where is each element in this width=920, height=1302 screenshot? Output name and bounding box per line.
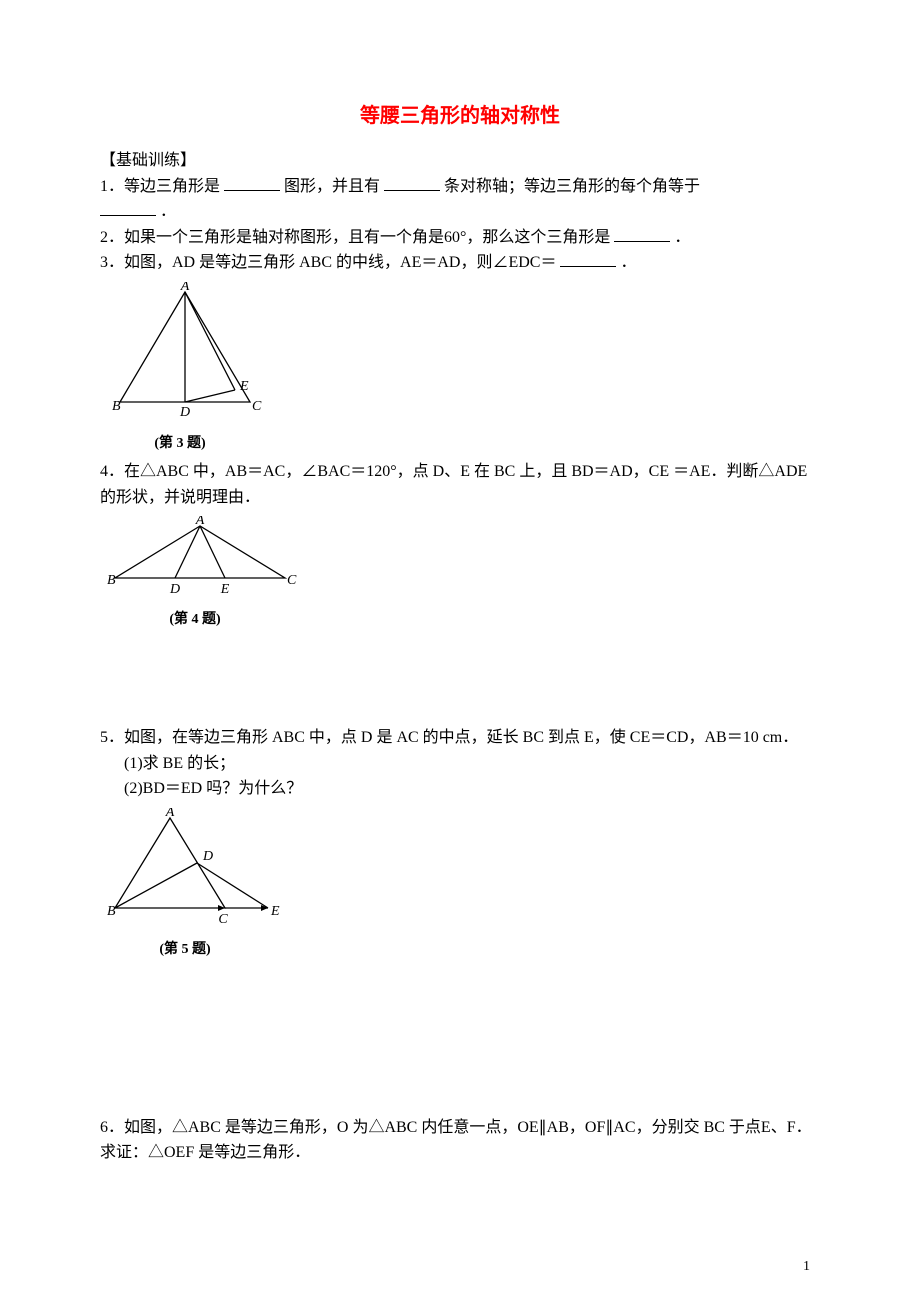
svg-text:B: B [107, 573, 116, 588]
figure-q4-caption: (第 4 题) [100, 609, 290, 631]
question-3: 3．如图，AD 是等边三角形 ABC 的中线，AE＝AD，则∠EDC＝ ． [100, 250, 820, 276]
page-number: 1 [803, 1256, 810, 1278]
q2-pre: 2．如果一个三角形是轴对称图形，且有一个角是60°，那么这个三角形是 [100, 229, 610, 246]
question-4: 4．在△ABC 中，AB＝AC，∠BAC＝120°，点 D、E 在 BC 上，且… [100, 459, 820, 510]
svg-text:D: D [202, 849, 213, 864]
svg-text:E: E [270, 904, 280, 919]
figure-q3: A B C D E [100, 282, 820, 431]
svg-text:C: C [218, 912, 228, 927]
question-1-tail: ． [100, 199, 820, 225]
q1-post: 条对称轴；等边三角形的每个角等于 [444, 178, 700, 195]
svg-text:A: A [165, 808, 175, 820]
svg-text:C: C [287, 573, 297, 588]
q2-blank [614, 226, 670, 242]
figure-q3-caption: (第 3 题) [100, 433, 260, 455]
q3-blank [560, 251, 616, 267]
question-1: 1．等边三角形是 图形，并且有 条对称轴；等边三角形的每个角等于 [100, 174, 820, 200]
svg-text:D: D [179, 405, 190, 420]
svg-text:A: A [180, 282, 190, 294]
svg-text:B: B [112, 399, 121, 414]
question-6-line2: 求证：△OEF 是等边三角形． [100, 1140, 820, 1166]
question-5-sub2: (2)BD＝ED 吗？为什么？ [100, 776, 820, 802]
figure-q5: A B C D E [100, 808, 820, 937]
q3-post: ． [620, 254, 636, 271]
q1-tail: ． [160, 203, 176, 220]
figure-q4: A B C D E [100, 516, 820, 607]
svg-text:E: E [239, 379, 249, 394]
svg-text:B: B [107, 904, 116, 919]
svg-text:E: E [220, 582, 230, 597]
figure-q5-caption: (第 5 题) [100, 939, 270, 961]
question-2: 2．如果一个三角形是轴对称图形，且有一个角是60°，那么这个三角形是 ． [100, 225, 820, 251]
q1-blank-3 [100, 200, 156, 216]
spacer [100, 635, 820, 725]
page-title: 等腰三角形的轴对称性 [100, 100, 820, 132]
svg-text:A: A [195, 516, 205, 528]
question-5-sub1: (1)求 BE 的长； [100, 751, 820, 777]
q1-mid: 图形，并且有 [284, 178, 380, 195]
question-5: 5．如图，在等边三角形 ABC 中，点 D 是 AC 的中点，延长 BC 到点 … [100, 725, 820, 751]
q1-blank-1 [224, 174, 280, 190]
spacer [100, 965, 820, 1115]
question-6-line1: 6．如图，△ABC 是等边三角形，O 为△ABC 内任意一点，OE∥AB，OF∥… [100, 1115, 820, 1141]
q3-pre: 3．如图，AD 是等边三角形 ABC 的中线，AE＝AD，则∠EDC＝ [100, 254, 556, 271]
q2-post: ． [674, 229, 690, 246]
q1-blank-2 [384, 174, 440, 190]
section-heading: 【基础训练】 [100, 148, 820, 174]
svg-text:D: D [169, 582, 180, 597]
svg-text:C: C [252, 399, 262, 414]
q1-pre: 1．等边三角形是 [100, 178, 220, 195]
